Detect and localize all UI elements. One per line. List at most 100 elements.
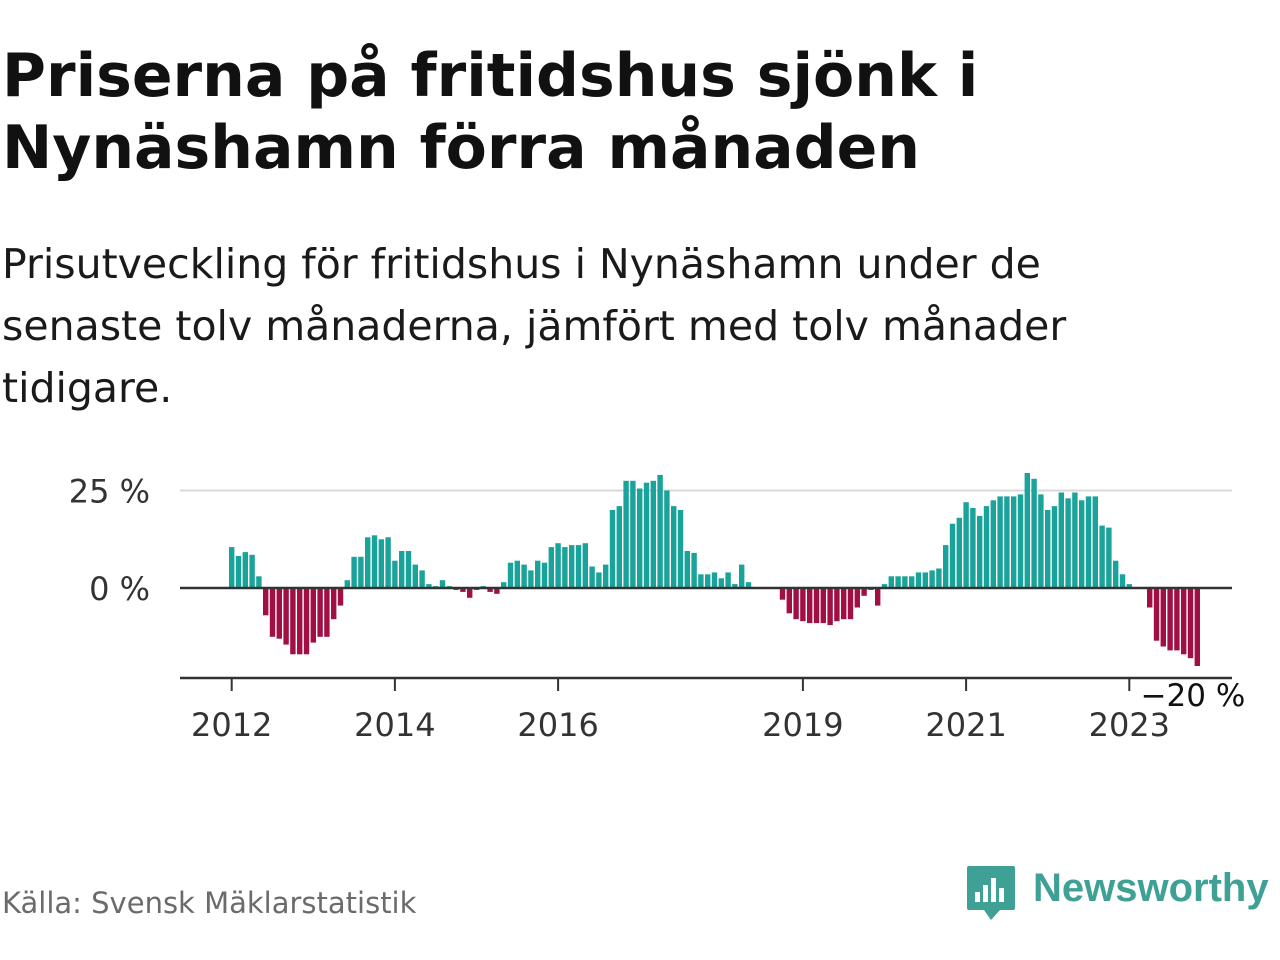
bar	[1153, 588, 1160, 641]
bar	[569, 545, 575, 588]
bar	[922, 572, 928, 588]
bar	[555, 543, 561, 588]
bar	[548, 547, 554, 588]
bar	[609, 510, 616, 588]
bar	[1147, 588, 1153, 608]
bar	[507, 562, 514, 588]
bar	[290, 588, 296, 655]
bar	[521, 564, 527, 588]
bar	[1187, 588, 1194, 659]
y-axis-ticks: 25 % 0 %	[69, 473, 150, 609]
bar	[630, 480, 636, 589]
bar	[1058, 492, 1064, 588]
bar	[807, 588, 813, 624]
bar-chart: 25 % 0 % 2012 2014 2016 2019 2021 2023 −20 %	[69, 473, 1248, 745]
bar	[909, 576, 915, 588]
bar	[650, 480, 656, 589]
bar	[371, 535, 378, 588]
bar	[854, 588, 860, 608]
bar	[705, 574, 711, 588]
bar	[936, 568, 942, 588]
bar	[970, 508, 976, 588]
bar	[1038, 494, 1044, 588]
bar	[392, 560, 398, 588]
bar	[344, 580, 350, 588]
bar	[324, 588, 330, 637]
bar	[841, 588, 847, 620]
bar	[603, 564, 609, 588]
bar	[637, 488, 643, 588]
bar	[616, 506, 622, 588]
bar	[786, 588, 792, 614]
bar	[739, 564, 745, 588]
bar	[657, 474, 663, 588]
x-tick-label: 2019	[762, 706, 843, 744]
bar	[562, 547, 568, 588]
bar	[1113, 560, 1119, 588]
bar	[943, 545, 949, 588]
bar	[1051, 506, 1058, 588]
bar	[582, 543, 588, 588]
bar	[412, 564, 418, 588]
bar	[875, 588, 881, 606]
bar	[310, 588, 316, 643]
bar	[242, 552, 248, 588]
bar	[283, 588, 289, 645]
bar	[1119, 574, 1126, 588]
bar	[847, 588, 854, 620]
bar	[535, 560, 541, 588]
bar	[358, 556, 364, 588]
bar	[1099, 525, 1105, 588]
bar	[365, 537, 371, 588]
bar	[902, 576, 908, 588]
bar	[1031, 478, 1037, 588]
bar	[460, 588, 466, 592]
bar	[684, 551, 690, 588]
bar	[929, 570, 935, 588]
bar	[949, 523, 956, 588]
bar	[263, 588, 269, 616]
bar	[793, 588, 799, 620]
bar	[834, 588, 840, 622]
bar	[575, 545, 582, 588]
bar	[1072, 492, 1078, 588]
x-axis-ticks: 2012 2014 2016 2019 2021 2023	[191, 678, 1170, 744]
bar	[1079, 500, 1085, 589]
bar	[269, 588, 276, 637]
bar	[997, 496, 1003, 588]
bar	[331, 588, 337, 620]
chart-subtitle: Prisutveckling för fritidshus i Nynäsham…	[2, 240, 1067, 412]
bar	[405, 551, 412, 588]
bar	[494, 588, 500, 594]
bar	[399, 551, 405, 588]
bar	[1065, 498, 1071, 588]
bar	[1024, 473, 1030, 588]
bar	[861, 588, 867, 596]
bar	[1160, 588, 1166, 647]
bar	[800, 588, 806, 622]
bar	[229, 547, 235, 588]
bar	[501, 582, 507, 588]
bar	[698, 574, 704, 588]
bar	[990, 500, 996, 589]
annotations: −20 %	[1138, 676, 1248, 717]
bar	[956, 517, 962, 588]
bar	[888, 576, 894, 588]
bar	[256, 576, 262, 588]
y-tick-label: 25 %	[69, 473, 150, 511]
bar	[249, 554, 255, 588]
newsworthy-logo-icon	[967, 866, 1015, 920]
bar	[1085, 496, 1092, 588]
bar	[317, 588, 323, 637]
bar	[419, 570, 425, 588]
x-tick-label: 2014	[354, 706, 435, 744]
bar	[963, 502, 969, 588]
bar	[1167, 588, 1173, 651]
bar	[881, 584, 888, 588]
bar	[528, 570, 534, 588]
brand-name: Newsworthy	[1033, 866, 1269, 910]
source-note: Källa: Svensk Mäklarstatistik	[2, 886, 417, 920]
x-tick-label: 2023	[1089, 706, 1170, 744]
bar	[439, 580, 446, 588]
bar	[378, 539, 384, 589]
